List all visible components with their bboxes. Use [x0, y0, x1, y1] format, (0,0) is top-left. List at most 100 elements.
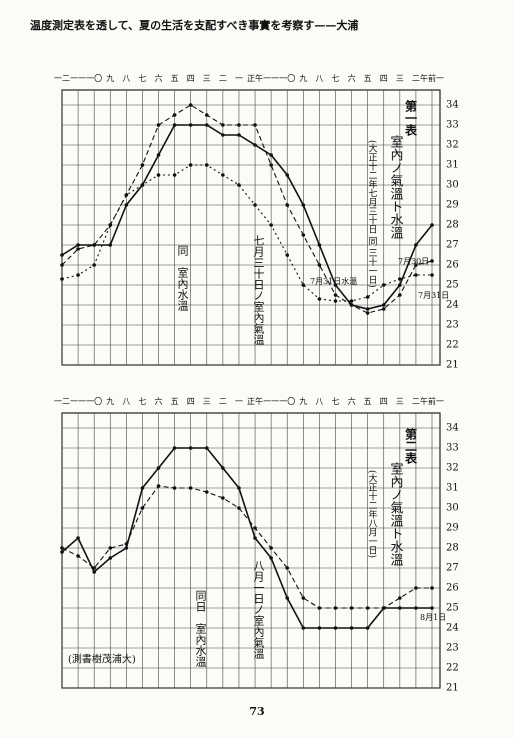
- data-point: [92, 263, 96, 267]
- y-tick-label: 25: [446, 603, 459, 614]
- data-point: [365, 606, 370, 610]
- x-tick-label: 一一: [263, 397, 279, 406]
- chart-subtitle: 室內ノ氣溫ト水溫: [388, 134, 404, 240]
- data-point: [253, 526, 257, 530]
- data-point: [349, 626, 354, 630]
- x-tick-label: 八: [122, 74, 130, 83]
- data-point: [204, 113, 209, 117]
- series-line: [61, 164, 432, 302]
- y-tick-label: 34: [446, 423, 459, 434]
- data-point: [124, 546, 129, 550]
- x-tick-label: 一〇: [279, 74, 295, 83]
- x-tick-label: 三: [396, 74, 404, 83]
- y-tick-label: 21: [446, 683, 459, 694]
- data-point: [317, 243, 322, 247]
- footnote: (測書樹茂浦大): [68, 653, 136, 666]
- y-tick-label: 30: [446, 503, 459, 514]
- data-point: [430, 586, 434, 590]
- x-tick-label: 三: [203, 397, 211, 406]
- data-point: [253, 123, 257, 127]
- x-tick-label: 一〇: [279, 397, 295, 406]
- data-point: [430, 273, 434, 277]
- x-tick-label: 六: [155, 396, 163, 406]
- data-point: [269, 223, 273, 227]
- y-tick-label: 34: [446, 100, 459, 111]
- data-point: [140, 163, 145, 167]
- page-number: 73: [249, 705, 264, 718]
- data-point: [414, 606, 418, 610]
- y-tick-label: 27: [446, 240, 459, 251]
- data-point: [172, 123, 177, 127]
- data-point: [301, 596, 306, 600]
- x-tick-label: 四: [187, 74, 195, 83]
- data-point: [333, 626, 338, 630]
- plot-frame: [61, 89, 441, 366]
- data-point: [237, 123, 241, 127]
- legend-entry: 同 室內水溫: [176, 245, 189, 311]
- x-tick-label: 二: [412, 397, 420, 406]
- x-tick-label: 六: [155, 73, 163, 83]
- legend-entry: 七月三十日ノ室內氣溫: [252, 235, 265, 345]
- x-tick-label: 八: [122, 397, 130, 406]
- data-point: [317, 297, 322, 301]
- data-point: [221, 133, 225, 137]
- y-tick-label: 26: [446, 583, 459, 594]
- data-point: [124, 193, 129, 197]
- data-point: [188, 103, 193, 107]
- x-tick-label: 午前一: [420, 73, 444, 83]
- data-point: [301, 626, 306, 630]
- data-point: [92, 570, 96, 574]
- data-point: [269, 153, 273, 157]
- data-point: [414, 243, 418, 247]
- x-tick-label: 三: [396, 397, 404, 406]
- data-point: [108, 546, 113, 550]
- data-point: [188, 486, 193, 490]
- data-point: [301, 283, 306, 287]
- x-tick-label: 一: [235, 397, 243, 406]
- data-point: [108, 223, 113, 227]
- data-point: [204, 163, 209, 167]
- legend-entry: 同日 室內水溫: [194, 590, 207, 667]
- data-point: [301, 233, 306, 237]
- x-tick-label: 二: [219, 74, 227, 83]
- y-tick-label: 31: [446, 483, 459, 494]
- data-point: [269, 556, 273, 560]
- y-tick-label: 28: [446, 543, 459, 554]
- data-point: [317, 606, 322, 610]
- data-point: [60, 263, 64, 267]
- data-point: [188, 123, 193, 127]
- date-note: (大正十二年七月三十日 同 三十一日): [367, 140, 378, 288]
- data-point: [156, 484, 161, 488]
- data-point: [333, 283, 338, 287]
- data-point: [381, 303, 386, 307]
- y-tick-label: 33: [446, 120, 459, 131]
- y-tick-label: 29: [446, 200, 459, 211]
- data-point: [172, 486, 177, 490]
- annotation: 8月1日: [420, 613, 446, 622]
- y-tick-label: 32: [446, 463, 459, 474]
- data-point: [237, 486, 241, 490]
- data-point: [172, 173, 177, 177]
- data-point: [414, 586, 418, 590]
- data-point: [76, 247, 80, 251]
- chart-subtitle: 室內ノ氣溫ト水溫: [388, 461, 404, 567]
- data-point: [414, 273, 418, 277]
- x-tick-label: 正午: [247, 396, 263, 406]
- data-point: [349, 606, 354, 610]
- data-point: [333, 606, 338, 610]
- data-point: [333, 299, 338, 303]
- y-tick-label: 27: [446, 563, 459, 574]
- x-tick-label: 一二: [54, 74, 70, 83]
- data-point: [381, 307, 386, 311]
- data-point: [60, 550, 64, 554]
- data-point: [156, 466, 161, 470]
- data-point: [221, 123, 225, 127]
- data-point: [76, 554, 80, 558]
- x-tick-label: 一〇: [86, 74, 102, 83]
- data-point: [365, 295, 370, 299]
- data-point: [76, 243, 80, 247]
- x-tick-label: 一〇: [86, 397, 102, 406]
- data-point: [124, 542, 129, 546]
- data-point: [398, 606, 402, 610]
